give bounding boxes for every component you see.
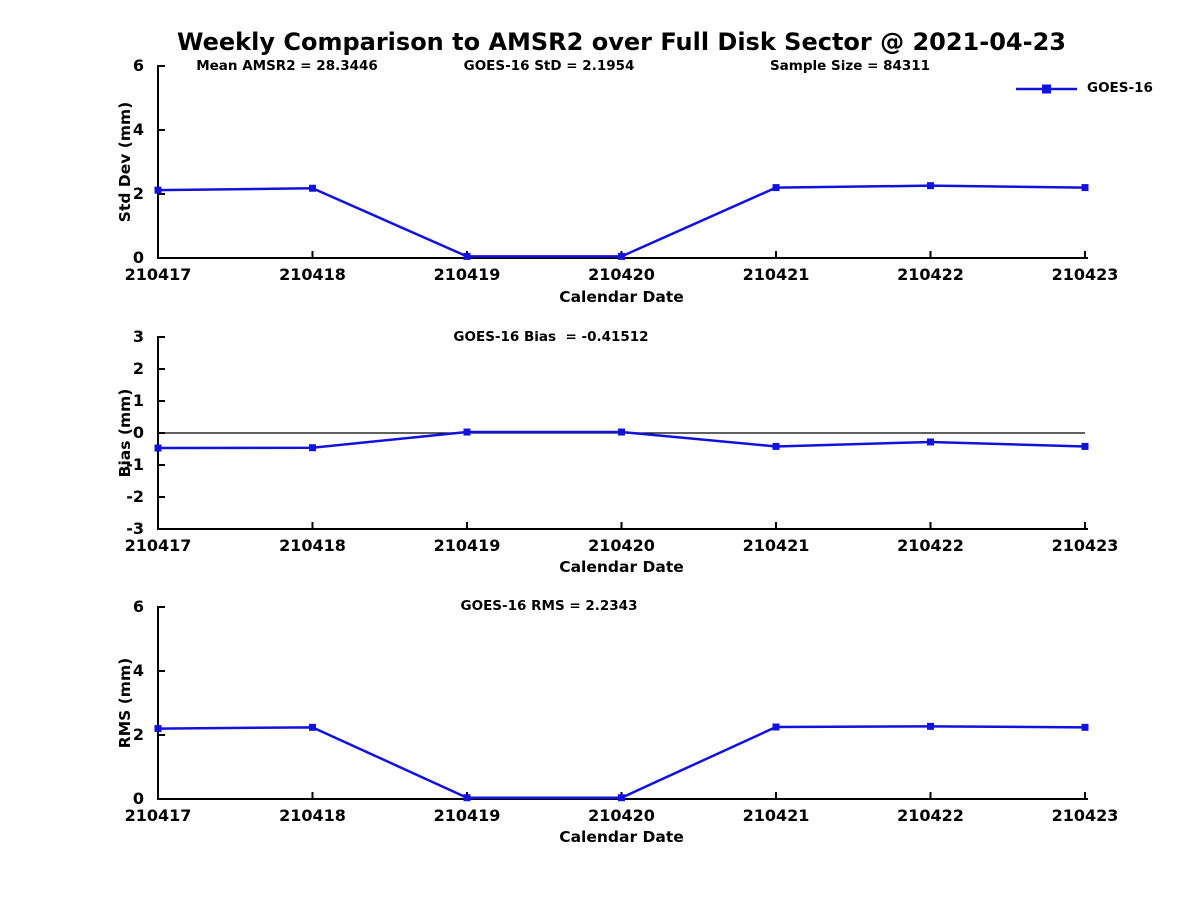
- x-tick-label: 210418: [279, 806, 346, 825]
- x-tick-label: 210421: [742, 536, 810, 555]
- y-tick-label: 1: [132, 391, 144, 410]
- annotation-goes16-rms: GOES-16 RMS = 2.2343: [460, 598, 638, 614]
- x-tick-label: 210419: [433, 806, 501, 825]
- series-marker-GOES-16: [309, 723, 316, 731]
- x-tick-label: 210418: [279, 265, 346, 284]
- y-tick-label: 2: [132, 184, 144, 203]
- x-tick-label: 210421: [742, 265, 810, 284]
- x-tick-label: 210422: [897, 265, 964, 284]
- x-tick-label: 210417: [124, 265, 192, 284]
- series-marker-GOES-16: [463, 428, 471, 436]
- x-tick-label: 210422: [897, 806, 964, 825]
- series-marker-GOES-16: [1081, 723, 1089, 731]
- series-marker-GOES-16: [1081, 442, 1089, 450]
- series-marker-GOES-16: [772, 442, 780, 450]
- figure-title: Weekly Comparison to AMSR2 over Full Dis…: [177, 28, 1066, 56]
- tick-marks-rms-subplot: [157, 606, 1086, 800]
- series-marker-GOES-16: [618, 252, 625, 260]
- annotation-goes16-std: GOES-16 StD = 2.1954: [463, 58, 635, 74]
- x-tick-label: 210423: [1051, 806, 1119, 825]
- series-line-GOES-16: [157, 184, 1086, 258]
- y-tick-label: -2: [126, 487, 144, 506]
- x-axis-label-3: Calendar Date: [559, 828, 684, 846]
- y-tick-label: -1: [126, 455, 144, 474]
- x-tick-label: 210417: [124, 806, 192, 825]
- series-marker-GOES-16: [154, 725, 162, 733]
- annotation-sample-size: Sample Size = 84311: [769, 58, 931, 74]
- series-marker-GOES-16: [309, 444, 316, 452]
- x-tick-label: 210419: [433, 536, 501, 555]
- y-tick-label: 0: [132, 423, 144, 442]
- x-tick-label: 210420: [588, 536, 655, 555]
- series-marker-GOES-16: [618, 428, 625, 436]
- series-marker-GOES-16: [618, 794, 625, 802]
- y-tick-label: 0: [132, 248, 144, 267]
- y-tick-label: 4: [132, 120, 144, 139]
- axis-spine-rms-subplot: [157, 606, 1088, 800]
- series-marker-GOES-16: [927, 722, 934, 730]
- series-marker-GOES-16: [154, 444, 162, 452]
- annotation-goes16-bias: GOES-16 Bias = -0.41512: [453, 329, 649, 345]
- y-tick-label: 2: [132, 359, 144, 378]
- series-marker-GOES-16: [309, 184, 316, 192]
- y-tick-label: 2: [132, 725, 144, 744]
- y-tick-label: -3: [126, 519, 144, 538]
- y-tick-label: 3: [132, 327, 144, 346]
- x-tick-label: 210419: [433, 265, 501, 284]
- x-axis-label-1: Calendar Date: [559, 288, 684, 306]
- x-tick-label: 210423: [1051, 265, 1119, 284]
- series-marker-GOES-16: [463, 794, 471, 802]
- x-tick-label: 210421: [742, 806, 810, 825]
- series-marker-GOES-16: [927, 182, 934, 190]
- series-marker-GOES-16: [927, 438, 934, 446]
- series-marker-GOES-16: [772, 723, 780, 731]
- y-tick-label: 4: [132, 661, 144, 680]
- x-tick-label: 210422: [897, 536, 964, 555]
- y-tick-label: 0: [132, 789, 144, 808]
- x-tick-label: 210420: [588, 265, 655, 284]
- y-tick-label: 6: [132, 597, 144, 616]
- axis-spine-std-dev-subplot: [157, 65, 1088, 259]
- x-axis-label-2: Calendar Date: [559, 558, 684, 576]
- legend-marker-sample: [1042, 84, 1051, 94]
- tick-marks-std-dev-subplot: [157, 65, 1086, 259]
- x-tick-label: 210418: [279, 536, 346, 555]
- series-marker-GOES-16: [772, 184, 780, 192]
- x-tick-label: 210417: [124, 536, 192, 555]
- series-line-GOES-16: [157, 725, 1086, 799]
- series-marker-GOES-16: [463, 252, 471, 260]
- x-tick-label: 210420: [588, 806, 655, 825]
- legend-entry-goes16: GOES-16: [1087, 80, 1153, 96]
- series-marker-GOES-16: [154, 186, 162, 194]
- y-tick-label: 6: [132, 56, 144, 75]
- series-marker-GOES-16: [1081, 184, 1089, 192]
- x-tick-label: 210423: [1051, 536, 1119, 555]
- annotation-mean-amsr2: Mean AMSR2 = 28.3446: [196, 58, 378, 74]
